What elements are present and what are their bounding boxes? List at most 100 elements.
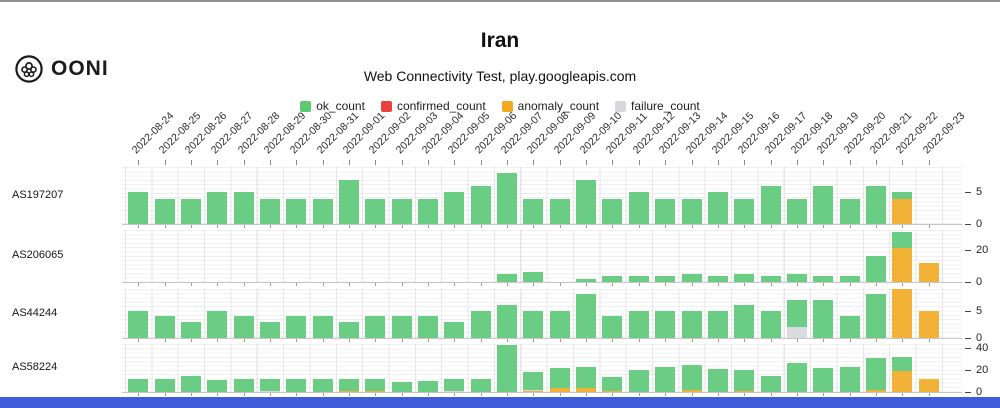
bar-AS58224-2022-08-27[interactable] [207,380,228,392]
bar-AS197207-2022-09-20[interactable] [839,198,860,224]
bar-AS58224-2022-09-07[interactable] [497,345,518,392]
bar-AS44244-2022-08-27[interactable] [207,310,228,338]
bar-AS44244-2022-09-06[interactable] [470,310,491,338]
bar-AS206065-2022-09-23[interactable] [918,262,939,282]
bar-AS197207-2022-08-28[interactable] [233,192,254,224]
bar-AS58224-2022-09-21[interactable] [865,358,886,392]
bar-AS58224-2022-09-17[interactable] [760,375,781,392]
bar-AS58224-2022-09-05[interactable] [444,378,465,392]
bar-AS44244-2022-08-28[interactable] [233,316,254,338]
bar-AS44244-2022-08-25[interactable] [154,316,175,338]
bar-AS197207-2022-08-24[interactable] [128,192,149,224]
bar-AS197207-2022-09-03[interactable] [391,198,412,224]
bar-AS58224-2022-08-26[interactable] [180,375,201,392]
bar-AS197207-2022-09-05[interactable] [444,192,465,224]
bar-AS206065-2022-09-20[interactable] [839,275,860,282]
bar-AS206065-2022-09-12[interactable] [628,275,649,282]
bar-AS197207-2022-09-12[interactable] [628,192,649,224]
bar-AS206065-2022-09-16[interactable] [734,273,755,282]
bar-AS58224-2022-09-12[interactable] [628,370,649,392]
bar-AS206065-2022-09-07[interactable] [497,273,518,282]
bar-AS58224-2022-09-20[interactable] [839,366,860,392]
bar-AS44244-2022-09-16[interactable] [734,305,755,338]
bar-AS58224-2022-09-15[interactable] [707,369,728,392]
bar-AS44244-2022-09-14[interactable] [681,310,702,338]
bar-AS58224-2022-09-14[interactable] [681,364,702,392]
bar-AS44244-2022-09-07[interactable] [497,305,518,338]
bar-AS206065-2022-09-15[interactable] [707,275,728,282]
bar-AS58224-2022-09-06[interactable] [470,378,491,392]
bar-AS197207-2022-09-02[interactable] [365,198,386,224]
bar-AS197207-2022-09-08[interactable] [523,198,544,224]
bar-AS206065-2022-09-14[interactable] [681,273,702,282]
bar-AS58224-2022-09-11[interactable] [602,376,623,392]
bar-AS44244-2022-09-19[interactable] [813,299,834,338]
bar-AS44244-2022-09-09[interactable] [549,310,570,338]
bar-AS197207-2022-09-17[interactable] [760,186,781,224]
bar-AS206065-2022-09-11[interactable] [602,275,623,282]
bar-AS197207-2022-08-25[interactable] [154,198,175,224]
bar-AS58224-2022-09-03[interactable] [391,382,412,392]
bar-AS206065-2022-09-21[interactable] [865,256,886,282]
bar-AS44244-2022-09-11[interactable] [602,316,623,338]
bar-AS197207-2022-09-21[interactable] [865,186,886,224]
bar-AS197207-2022-09-19[interactable] [813,186,834,224]
bar-AS197207-2022-09-10[interactable] [576,179,597,224]
bar-AS44244-2022-09-21[interactable] [865,294,886,338]
bar-AS44244-2022-09-02[interactable] [365,316,386,338]
bar-AS58224-2022-09-08[interactable] [523,372,544,392]
bar-AS206065-2022-09-08[interactable] [523,272,544,282]
bar-AS197207-2022-09-14[interactable] [681,198,702,224]
bar-AS44244-2022-08-29[interactable] [259,321,280,338]
bar-AS197207-2022-09-16[interactable] [734,198,755,224]
bar-AS58224-2022-09-10[interactable] [576,366,597,392]
bar-AS206065-2022-09-17[interactable] [760,275,781,282]
bar-AS197207-2022-08-26[interactable] [180,198,201,224]
bar-AS197207-2022-09-18[interactable] [786,198,807,224]
bar-AS206065-2022-09-22[interactable] [892,231,913,282]
bar-AS58224-2022-09-18[interactable] [786,362,807,392]
bar-AS58224-2022-09-22[interactable] [892,357,913,392]
bar-AS44244-2022-09-15[interactable] [707,310,728,338]
bar-AS206065-2022-09-18[interactable] [786,273,807,282]
bar-AS58224-2022-09-16[interactable] [734,370,755,392]
bar-AS58224-2022-08-29[interactable] [259,378,280,392]
bar-AS197207-2022-09-06[interactable] [470,186,491,224]
bar-AS206065-2022-09-19[interactable] [813,275,834,282]
bar-AS44244-2022-09-08[interactable] [523,310,544,338]
bar-AS58224-2022-08-28[interactable] [233,378,254,392]
bar-AS44244-2022-09-03[interactable] [391,316,412,338]
bar-AS197207-2022-09-09[interactable] [549,198,570,224]
bar-AS44244-2022-09-12[interactable] [628,310,649,338]
bar-AS197207-2022-08-27[interactable] [207,192,228,224]
bar-AS58224-2022-08-24[interactable] [128,378,149,392]
bar-AS44244-2022-08-30[interactable] [286,316,307,338]
bar-AS206065-2022-09-10[interactable] [576,278,597,282]
bar-AS44244-2022-09-22[interactable] [892,289,913,338]
bar-AS58224-2022-08-31[interactable] [312,378,333,392]
bar-AS58224-2022-09-01[interactable] [338,378,359,392]
bar-AS44244-2022-09-17[interactable] [760,310,781,338]
bar-AS58224-2022-08-25[interactable] [154,378,175,392]
bar-AS58224-2022-09-02[interactable] [365,378,386,392]
bar-AS197207-2022-09-11[interactable] [602,198,623,224]
bar-AS44244-2022-09-13[interactable] [655,310,676,338]
bar-AS197207-2022-08-30[interactable] [286,198,307,224]
bar-AS44244-2022-09-23[interactable] [918,310,939,338]
bar-AS197207-2022-08-29[interactable] [259,198,280,224]
bar-AS44244-2022-09-05[interactable] [444,321,465,338]
bar-AS197207-2022-09-01[interactable] [338,179,359,224]
bar-AS197207-2022-09-22[interactable] [892,192,913,224]
bar-AS44244-2022-09-01[interactable] [338,321,359,338]
bar-AS58224-2022-09-13[interactable] [655,366,676,392]
bar-AS58224-2022-09-23[interactable] [918,378,939,392]
bar-AS197207-2022-09-13[interactable] [655,198,676,224]
bar-AS44244-2022-09-10[interactable] [576,294,597,338]
bar-AS58224-2022-09-09[interactable] [549,368,570,392]
bar-AS58224-2022-08-30[interactable] [286,378,307,392]
bar-AS44244-2022-08-31[interactable] [312,316,333,338]
bar-AS197207-2022-09-07[interactable] [497,173,518,224]
bar-AS44244-2022-09-04[interactable] [418,316,439,338]
bar-AS197207-2022-09-15[interactable] [707,192,728,224]
bar-AS197207-2022-09-04[interactable] [418,198,439,224]
